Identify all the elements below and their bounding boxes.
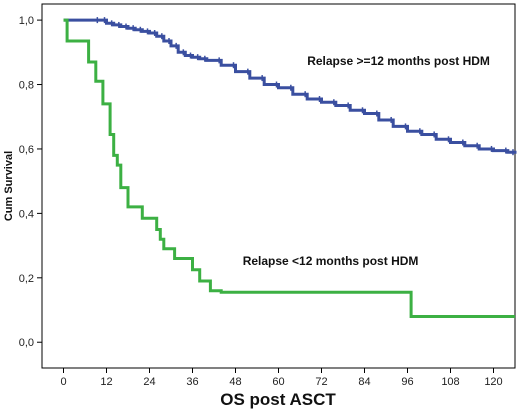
- x-axis-title: OS post ASCT: [220, 390, 336, 409]
- y-tick-label: 0,0: [19, 337, 34, 349]
- x-tick-label: 108: [441, 376, 459, 388]
- x-tick-label: 84: [358, 376, 370, 388]
- x-tick-label: 120: [484, 376, 502, 388]
- y-tick-label: 0,6: [19, 144, 34, 156]
- y-axis-title: Cum Survival: [3, 151, 15, 221]
- x-tick-label: 0: [60, 376, 66, 388]
- x-tick-label: 24: [143, 376, 155, 388]
- x-tick-label: 12: [100, 376, 112, 388]
- annotation-early-relapse: Relapse <12 months post HDM: [243, 254, 419, 268]
- y-tick-label: 0,4: [19, 208, 34, 220]
- y-tick-label: 0,8: [19, 80, 34, 92]
- y-tick-label: 0,2: [19, 273, 34, 285]
- survival-curve-early-relapse: [63, 18, 515, 318]
- y-tick-label: 1,0: [19, 15, 34, 27]
- x-tick-label: 36: [186, 376, 198, 388]
- survival-curve-late-relapse: [63, 18, 517, 154]
- x-tick-label: 48: [229, 376, 241, 388]
- x-tick-label: 96: [401, 376, 413, 388]
- x-tick-label: 60: [272, 376, 284, 388]
- x-tick-label: 72: [315, 376, 327, 388]
- annotation-late-relapse: Relapse >=12 months post HDM: [307, 54, 490, 68]
